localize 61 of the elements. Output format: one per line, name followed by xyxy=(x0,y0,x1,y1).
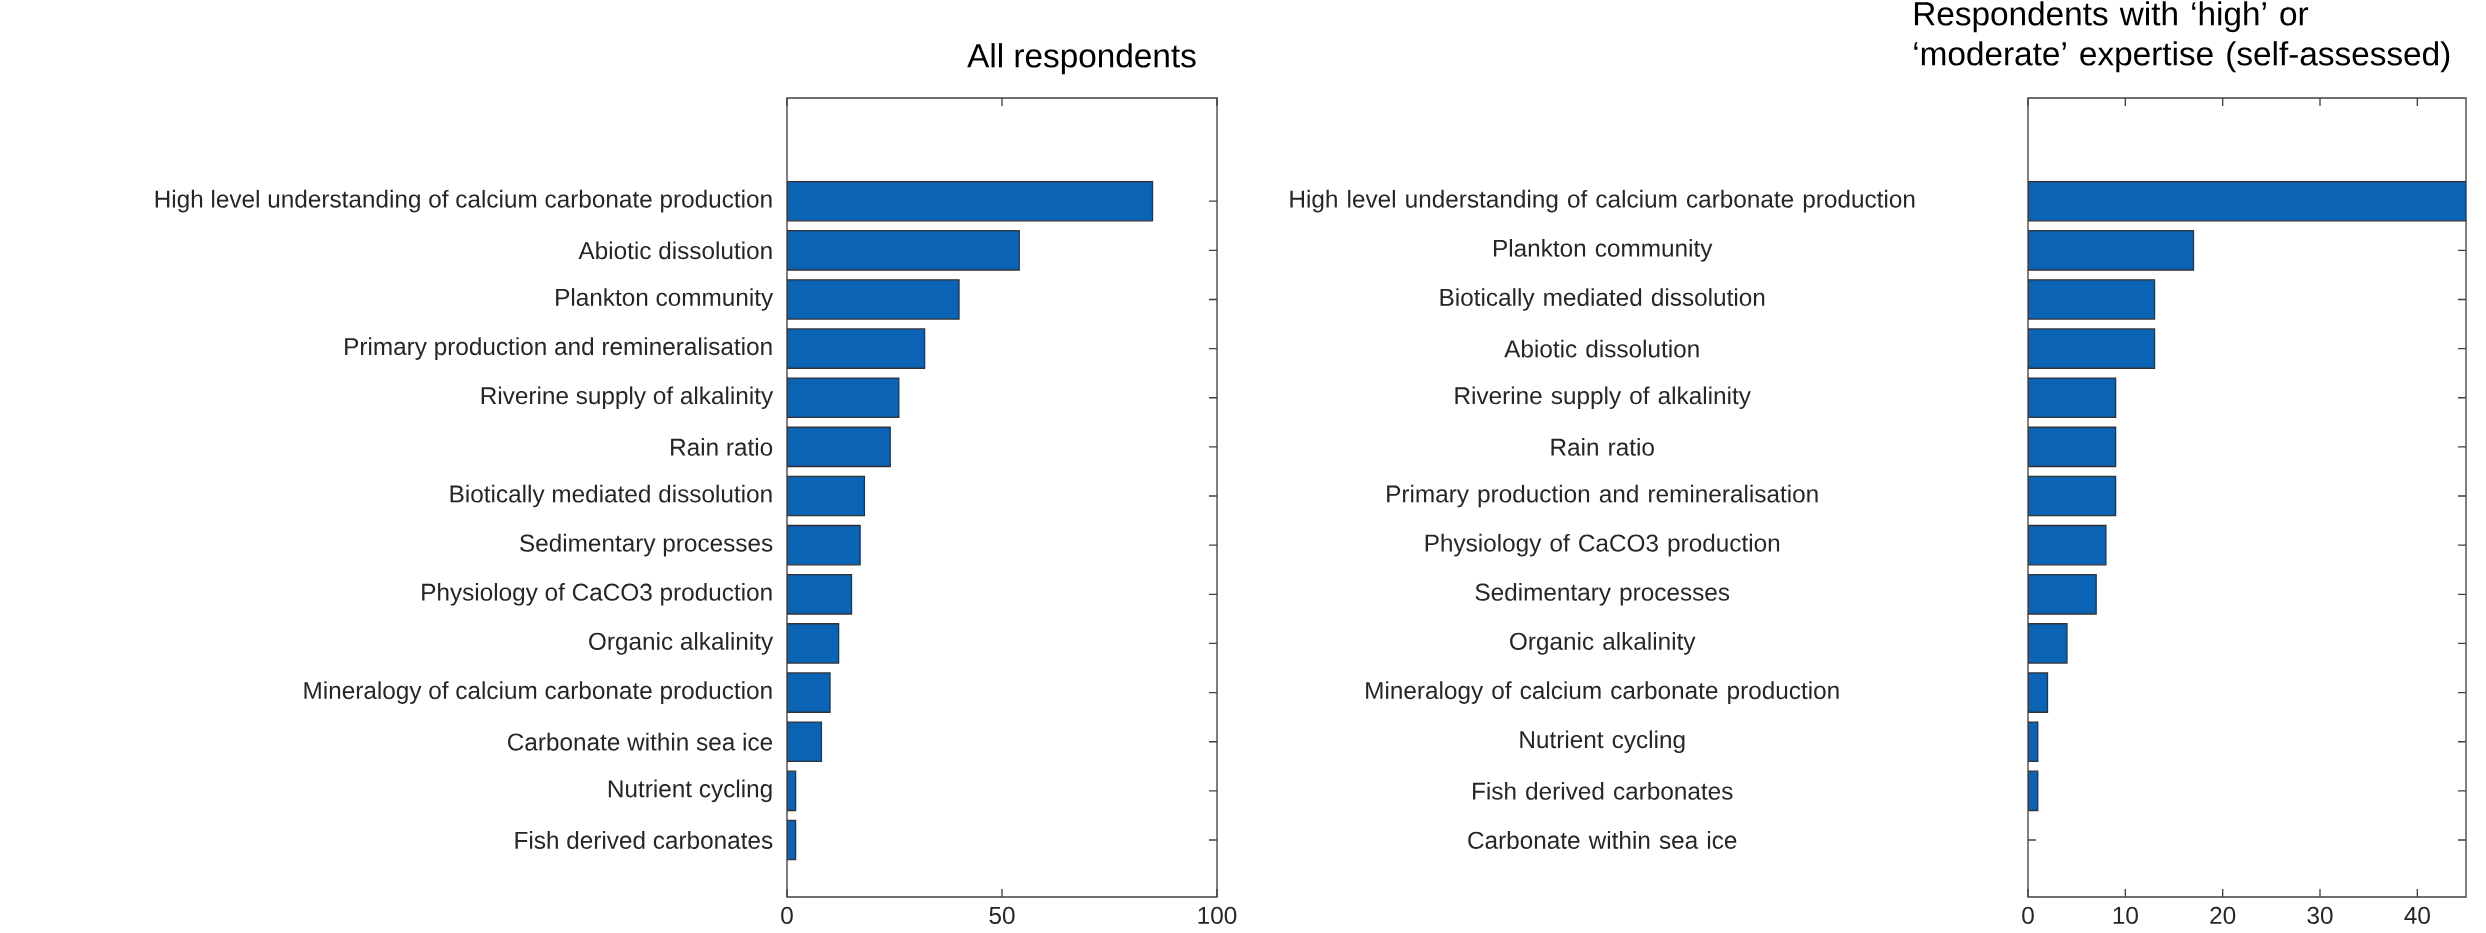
y-tick-label: High level understanding of calcium carbonate production xyxy=(1290,189,1915,213)
bar xyxy=(787,573,853,615)
y-tick-label: Carbonate within sea ice xyxy=(1468,831,1737,849)
x-tick-label: 100 xyxy=(1198,906,1237,925)
bar xyxy=(787,377,900,419)
bar xyxy=(2028,623,2068,664)
x-tick-label: 10 xyxy=(2113,906,2138,925)
y-tick-label: Nutrient cycling xyxy=(1520,730,1685,754)
y-tick-label: Riverine supply of alkalinity xyxy=(481,386,774,410)
y-tick-label: High level understanding of calcium carbonate production xyxy=(155,189,772,213)
bar xyxy=(787,426,891,468)
x-tick-label: 20 xyxy=(2210,906,2236,925)
bar xyxy=(2028,524,2107,566)
y-tick-label: Sedimentary processes xyxy=(1475,582,1730,606)
x-tick-label: 40 xyxy=(2404,906,2430,925)
bar xyxy=(787,475,866,517)
y-tick-label: Plankton community xyxy=(556,288,774,311)
bar xyxy=(787,672,831,713)
bar xyxy=(2028,377,2117,419)
x-tick-label: 0 xyxy=(2022,906,2034,925)
x-tick-label: 50 xyxy=(989,906,1015,925)
bar xyxy=(787,279,960,320)
chart-title: Respondents with ‘high’ or ‘moderate’ expertise (self-assessed) xyxy=(1914,1,2450,73)
y-tick-label: Rain ratio xyxy=(1551,437,1654,456)
bar xyxy=(2028,573,2097,615)
y-tick-label: Riverine supply of alkalinity xyxy=(1455,386,1751,410)
y-tick-label: Mineralogy of calcium carbonate production xyxy=(1366,681,1839,704)
x-tick-label: 30 xyxy=(2307,906,2333,925)
bar xyxy=(2028,328,2156,369)
bar xyxy=(787,721,823,763)
y-tick-label: Rain ratio xyxy=(671,437,773,456)
bar xyxy=(787,328,926,369)
bar xyxy=(2028,180,2467,222)
bar xyxy=(2028,672,2049,713)
y-tick-label: Primary production and remineralisation xyxy=(1387,484,1818,508)
x-tick-label: 0 xyxy=(781,906,793,925)
y-tick-label: Biotically mediated dissolution xyxy=(1440,288,1765,311)
y-tick-label: Abiotic dissolution xyxy=(1504,339,1699,358)
bar xyxy=(2028,426,2117,468)
y-tick-label: Abiotic dissolution xyxy=(578,241,772,260)
bar xyxy=(787,623,840,664)
bar xyxy=(2028,279,2156,320)
y-tick-label: Nutrient cycling xyxy=(608,779,772,803)
y-tick-label: Primary production and remineralisation xyxy=(345,337,772,360)
y-tick-label: Organic alkalinity xyxy=(1510,632,1696,655)
y-tick-label: Biotically mediated dissolution xyxy=(450,484,772,508)
bar xyxy=(2028,230,2195,271)
y-tick-label: Fish derived carbonates xyxy=(1473,781,1733,800)
y-tick-label: Plankton community xyxy=(1494,238,1713,262)
bar xyxy=(787,180,1154,222)
y-tick-label: Sedimentary processes xyxy=(520,533,773,557)
y-tick-label: Fish derived carbonates xyxy=(515,831,773,849)
chart-title: All respondents xyxy=(967,43,1196,75)
y-tick-label: Carbonate within sea ice xyxy=(508,732,773,751)
bar xyxy=(787,230,1020,271)
bar xyxy=(787,524,861,566)
bar xyxy=(2028,475,2117,517)
y-tick-label: Mineralogy of calcium carbonate production xyxy=(304,681,772,704)
y-tick-label: Physiology of CaCO3 production xyxy=(422,582,772,606)
y-tick-label: Organic alkalinity xyxy=(589,632,774,655)
y-tick-label: Physiology of CaCO3 production xyxy=(1425,533,1780,557)
